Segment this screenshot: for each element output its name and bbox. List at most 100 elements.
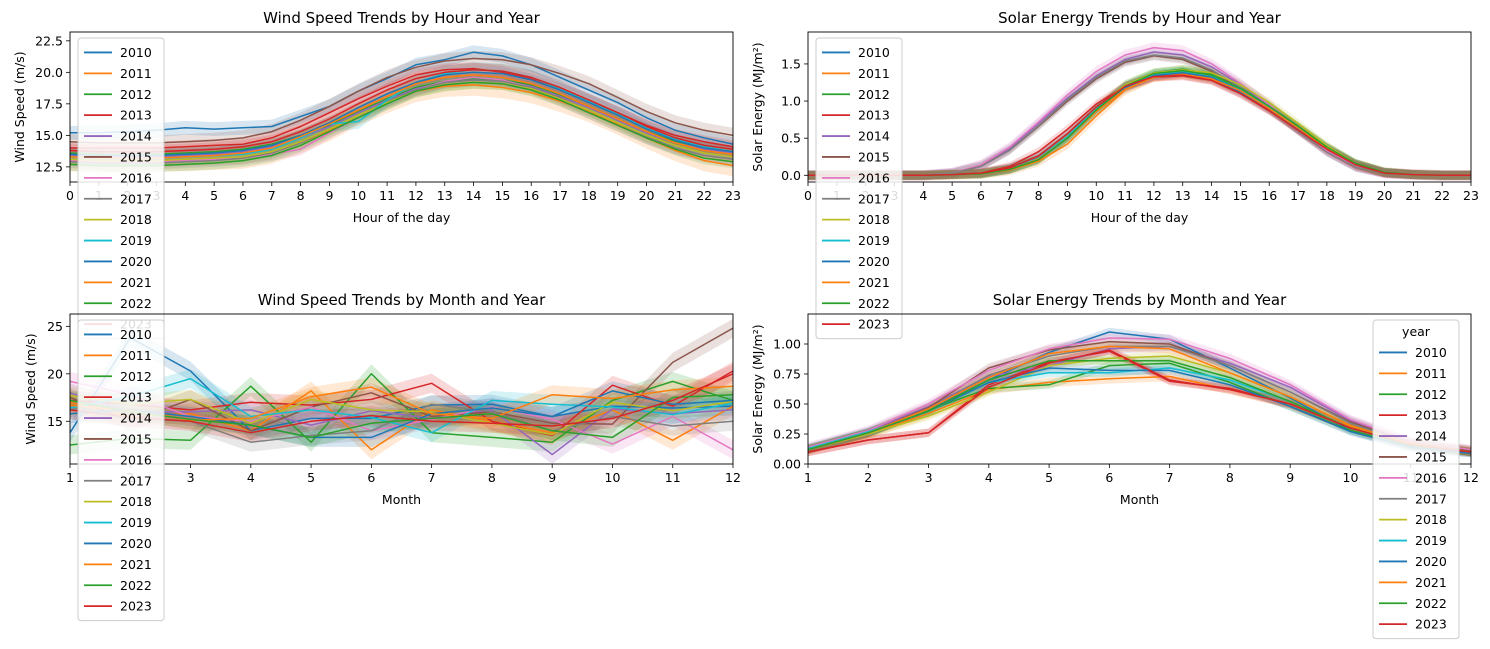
axes-frame: [69, 31, 734, 183]
x-tick-label: 16: [523, 188, 539, 203]
confidence-band-2015: [808, 51, 1471, 180]
legend-label-2017: 2017: [120, 473, 152, 488]
legend-label-2013: 2013: [1415, 408, 1447, 423]
series-line-2014: [808, 51, 1471, 177]
x-tick-label: 8: [488, 470, 496, 485]
y-tick-label: 15: [47, 414, 63, 429]
x-tick-label: 8: [1035, 188, 1043, 203]
legend-label-2016: 2016: [120, 452, 152, 467]
legend: year 2010 2011 2012 2013 2014 2015 2016 2017 2018…: [1372, 319, 1460, 640]
confidence-band-2014: [70, 73, 733, 164]
series-line-2020: [70, 71, 733, 157]
x-axis-label: Month: [382, 492, 421, 507]
legend-label-2016: 2016: [120, 170, 152, 185]
legend-label-2011: 2011: [858, 66, 890, 81]
x-tick-label: 9: [548, 470, 556, 485]
x-tick-label: 7: [268, 188, 276, 203]
legend-label-2012: 2012: [858, 87, 890, 102]
y-tick-label: 22.5: [35, 33, 63, 48]
x-tick-label: 15: [1232, 188, 1248, 203]
x-tick-label: 5: [948, 188, 956, 203]
legend-box: [77, 319, 165, 622]
series-line-2021: [70, 74, 733, 159]
legend-label-2022: 2022: [120, 578, 152, 593]
legend-label-2014: 2014: [120, 411, 152, 426]
axes-frame: [807, 31, 1472, 183]
x-tick-label: 17: [552, 188, 568, 203]
chart-panel-4: 1234567891011120.000.250.500.751.00Solar…: [750, 291, 1479, 640]
x-tick-label: 6: [239, 188, 247, 203]
chart-title: Solar Energy Trends by Month and Year: [993, 291, 1287, 309]
x-tick-label: 4: [181, 188, 189, 203]
confidence-band-2019: [70, 62, 733, 166]
chart-title: Wind Speed Trends by Month and Year: [258, 291, 546, 309]
y-tick-label: 0.00: [773, 457, 801, 472]
legend-label-2019: 2019: [120, 515, 152, 530]
x-tick-label: 6: [977, 188, 985, 203]
x-tick-label: 7: [1166, 470, 1174, 485]
legend-label-2010: 2010: [1415, 345, 1447, 360]
x-tick-label: 11: [379, 188, 395, 203]
legend: 2010 2011 2012 2013 2014 2015 2016 2017 2018 2019…: [815, 37, 903, 340]
y-tick-label: 20: [47, 366, 63, 381]
y-tick-label: 0.0: [781, 168, 801, 183]
y-axis-label: Solar Energy (MJ/m²): [750, 324, 765, 453]
series-line-2011: [808, 375, 1471, 452]
legend-label-2021: 2021: [1415, 575, 1447, 590]
x-tick-label: 12: [1463, 470, 1479, 485]
x-tick-label: 11: [665, 470, 681, 485]
x-tick-label: 12: [408, 188, 424, 203]
series-line-2023: [808, 349, 1471, 453]
y-tick-label: 0.50: [773, 397, 801, 412]
x-tick-label: 3: [187, 470, 195, 485]
x-tick-label: 10: [605, 470, 621, 485]
chart-panel-2: 012345678910111213141516171819202122230.…: [750, 9, 1479, 340]
x-tick-label: 20: [1377, 188, 1393, 203]
legend: 2010 2011 2012 2013 2014 2015 2016 2017 2018 2019…: [77, 37, 165, 340]
x-tick-label: 1: [804, 470, 812, 485]
legend-label-2019: 2019: [120, 233, 152, 248]
confidence-band-2021: [808, 69, 1471, 180]
x-tick-label: 7: [428, 470, 436, 485]
x-tick-label: 14: [466, 188, 482, 203]
x-tick-label: 17: [1290, 188, 1306, 203]
legend-label-2016: 2016: [1415, 470, 1447, 485]
legend-label-2023: 2023: [120, 599, 152, 614]
x-tick-label: 9: [325, 188, 333, 203]
legend-box: [1372, 319, 1460, 640]
series-line-2015: [70, 327, 733, 432]
x-tick-label: 1: [66, 470, 74, 485]
series-line-2022: [70, 393, 733, 439]
series-line-2021: [808, 73, 1471, 177]
chart-panel-3: 123456789101112152025Wind Speed Trends b…: [23, 291, 741, 622]
y-axis-label: Wind Speed (m/s): [23, 333, 38, 444]
y-tick-label: 1.00: [773, 337, 801, 352]
legend-label-2018: 2018: [120, 494, 152, 509]
series-line-2013: [70, 370, 733, 437]
legend-label-2020: 2020: [120, 254, 152, 269]
legend-label-2014: 2014: [1415, 429, 1447, 444]
y-tick-label: 1.5: [781, 56, 801, 71]
confidence-band-2023: [70, 62, 733, 159]
chart-panel-1: 0123456789101112131415161718192021222312…: [12, 9, 741, 340]
series-line-2022: [70, 81, 733, 167]
series-line-2015: [808, 55, 1471, 177]
y-axis-label: Wind Speed (m/s): [12, 51, 27, 162]
legend-label-2017: 2017: [1415, 491, 1447, 506]
x-tick-label: 19: [610, 188, 626, 203]
legend-label-2011: 2011: [120, 348, 152, 363]
legend-title: year: [1402, 324, 1431, 339]
x-tick-label: 22: [1434, 188, 1450, 203]
legend-label-2011: 2011: [120, 66, 152, 81]
y-tick-label: 1.0: [781, 94, 801, 109]
legend-label-2012: 2012: [1415, 387, 1447, 402]
legend-label-2012: 2012: [120, 369, 152, 384]
series-line-2010: [70, 336, 733, 434]
x-tick-label: 8: [297, 188, 305, 203]
x-tick-label: 11: [1117, 188, 1133, 203]
x-axis-label: Hour of the day: [1091, 210, 1189, 225]
x-tick-label: 22: [696, 188, 712, 203]
legend-label-2022: 2022: [120, 296, 152, 311]
y-tick-label: 25: [47, 319, 63, 334]
